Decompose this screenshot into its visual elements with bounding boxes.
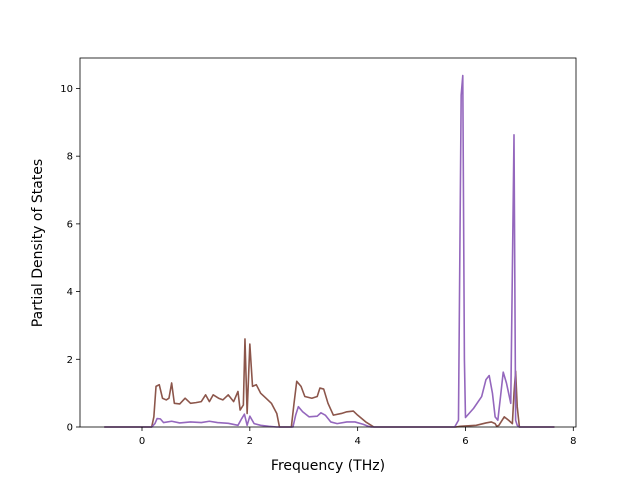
x-axis-ticks: 0 2 4 6 8: [139, 427, 576, 447]
y-tick-label: 10: [60, 84, 73, 95]
x-tick-label: 8: [570, 436, 576, 447]
x-axis-label: Frequency (THz): [271, 458, 385, 474]
x-tick-label: 6: [462, 436, 468, 447]
x-tick-label: 2: [247, 436, 253, 447]
y-tick-label: 2: [67, 355, 73, 366]
y-tick-label: 8: [67, 152, 73, 163]
y-tick-label: 4: [67, 287, 73, 298]
x-tick-label: 4: [354, 436, 360, 447]
x-tick-label: 0: [139, 436, 145, 447]
series-line-2: [104, 74, 555, 428]
y-tick-label: 6: [67, 219, 73, 230]
axes-frame: [79, 57, 577, 428]
y-axis-label: Partial Density of States: [30, 159, 46, 327]
y-tick-label: 0: [67, 423, 73, 434]
y-axis-ticks: 0 2 4 6 8 10: [60, 84, 80, 434]
